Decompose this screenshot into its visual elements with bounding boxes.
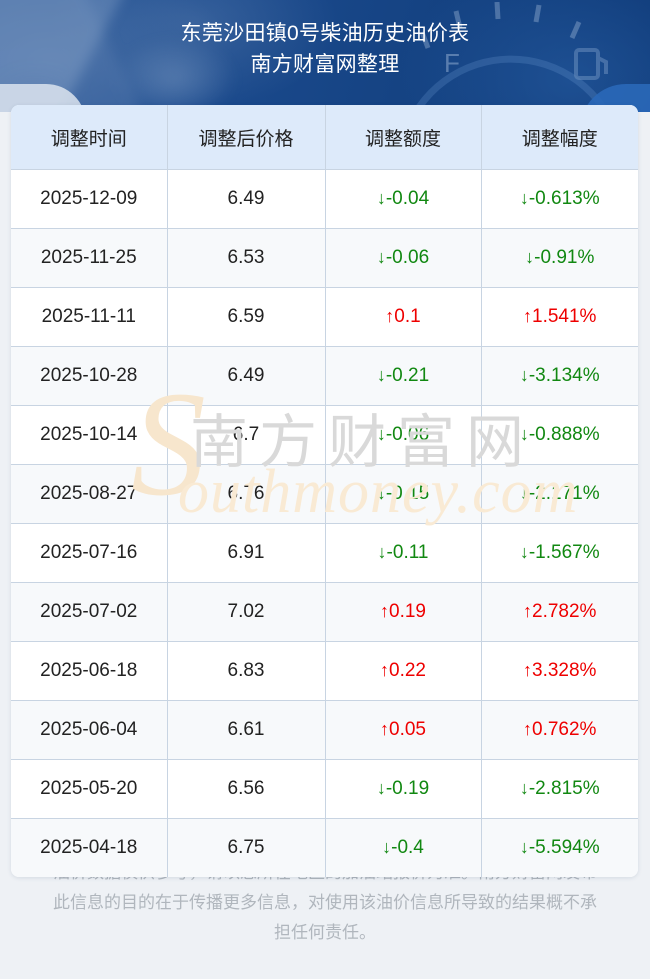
cell-percent: ↓-0.888% xyxy=(481,405,638,465)
arrow-down-icon: ↓ xyxy=(519,365,529,385)
table-header: 调整时间 调整后价格 调整额度 调整幅度 xyxy=(11,105,638,170)
banner-background xyxy=(0,0,650,112)
arrow-down-icon: ↓ xyxy=(376,483,386,503)
arrow-down-icon: ↓ xyxy=(525,247,535,267)
arrow-up-icon: ↑ xyxy=(523,660,533,680)
cell-date: 2025-06-18 xyxy=(11,641,168,701)
column-header-percent: 调整幅度 xyxy=(481,105,638,170)
page-title: 东莞沙田镇0号柴油历史油价表 xyxy=(180,22,470,45)
cell-price: 6.61 xyxy=(167,700,326,760)
cell-price: 6.83 xyxy=(167,641,326,701)
arrow-down-icon: ↓ xyxy=(519,542,529,562)
arrow-down-icon: ↓ xyxy=(382,837,392,857)
page-subtitle: 南方财富网整理 xyxy=(250,53,400,76)
cell-amount: ↓-0.4 xyxy=(325,818,482,877)
cell-percent: ↓-1.567% xyxy=(481,523,638,583)
table-row: 2025-06-04 6.61 ↑0.05 ↑0.762% xyxy=(11,700,638,760)
cell-amount: ↓-0.21 xyxy=(325,346,482,406)
cell-percent: ↓-2.171% xyxy=(481,464,638,524)
table-row: 2025-10-28 6.49 ↓-0.21 ↓-3.134% xyxy=(11,346,638,406)
oil-price-history-table: 调整时间 调整后价格 调整额度 调整幅度 2025-12-09 6.49 ↓-0.0… xyxy=(11,105,638,877)
cell-price: 6.56 xyxy=(167,759,326,819)
column-header-date: 调整时间 xyxy=(11,105,168,170)
arrow-up-icon: ↑ xyxy=(523,719,533,739)
arrow-down-icon: ↓ xyxy=(519,424,529,444)
column-header-amount: 调整额度 xyxy=(325,105,482,170)
cell-amount: ↓-0.04 xyxy=(325,169,482,229)
svg-text:F: F xyxy=(444,48,460,78)
cell-amount: ↑0.05 xyxy=(325,700,482,760)
arrow-up-icon: ↑ xyxy=(380,601,389,621)
arrow-down-icon: ↓ xyxy=(376,365,386,385)
table-row: 2025-04-18 6.75 ↓-0.4 ↓-5.594% xyxy=(11,818,638,877)
arrow-down-icon: ↓ xyxy=(376,424,386,444)
cell-date: 2025-04-18 xyxy=(11,818,168,877)
cell-percent: ↑2.782% xyxy=(481,582,638,642)
cell-percent: ↓-0.91% xyxy=(481,228,638,288)
cell-price: 7.02 xyxy=(167,582,326,642)
cell-amount: ↑0.1 xyxy=(325,287,482,347)
column-header-price: 调整后价格 xyxy=(167,105,326,170)
arrow-down-icon: ↓ xyxy=(376,188,386,208)
cell-percent: ↓-3.134% xyxy=(481,346,638,406)
table-row: 2025-08-27 6.76 ↓-0.15 ↓-2.171% xyxy=(11,464,638,524)
arrow-up-icon: ↑ xyxy=(380,719,389,739)
cell-price: 6.49 xyxy=(167,346,326,406)
cell-price: 6.53 xyxy=(167,228,326,288)
cell-amount: ↓-0.11 xyxy=(325,523,482,583)
arrow-down-icon: ↓ xyxy=(377,542,387,562)
cell-amount: ↓-0.06 xyxy=(325,405,482,465)
table-row: 2025-10-14 6.7 ↓-0.06 ↓-0.888% xyxy=(11,405,638,465)
cell-date: 2025-05-20 xyxy=(11,759,168,819)
cell-percent: ↑1.541% xyxy=(481,287,638,347)
price-table-card: 调整时间 调整后价格 调整额度 调整幅度 2025-12-09 6.49 ↓-0.0… xyxy=(11,105,638,877)
page-header-banner: F 东莞沙田镇0号柴油历史油价表 南方财富网整理 xyxy=(0,0,650,112)
table-row: 2025-06-18 6.83 ↑0.22 ↑3.328% xyxy=(11,641,638,701)
arrow-down-icon: ↓ xyxy=(519,837,529,857)
table-row: 2025-12-09 6.49 ↓-0.04 ↓-0.613% xyxy=(11,169,638,229)
cell-percent: ↓-2.815% xyxy=(481,759,638,819)
cell-date: 2025-12-09 xyxy=(11,169,168,229)
arrow-down-icon: ↓ xyxy=(376,247,386,267)
arrow-up-icon: ↑ xyxy=(523,601,533,621)
arrow-up-icon: ↑ xyxy=(380,660,389,680)
table-row: 2025-11-25 6.53 ↓-0.06 ↓-0.91% xyxy=(11,228,638,288)
table-row: 2025-05-20 6.56 ↓-0.19 ↓-2.815% xyxy=(11,759,638,819)
cell-percent: ↓-0.613% xyxy=(481,169,638,229)
arrow-down-icon: ↓ xyxy=(519,778,529,798)
cell-date: 2025-06-04 xyxy=(11,700,168,760)
cell-date: 2025-08-27 xyxy=(11,464,168,524)
cell-percent: ↑0.762% xyxy=(481,700,638,760)
arrow-down-icon: ↓ xyxy=(376,778,386,798)
cell-amount: ↓-0.06 xyxy=(325,228,482,288)
banner-text-block: 东莞沙田镇0号柴油历史油价表 南方财富网整理 xyxy=(0,0,650,80)
cell-amount: ↓-0.19 xyxy=(325,759,482,819)
table-row: 2025-07-16 6.91 ↓-0.11 ↓-1.567% xyxy=(11,523,638,583)
cell-date: 2025-10-14 xyxy=(11,405,168,465)
cell-date: 2025-11-11 xyxy=(11,287,168,347)
cell-date: 2025-10-28 xyxy=(11,346,168,406)
cell-amount: ↑0.22 xyxy=(325,641,482,701)
cell-amount: ↓-0.15 xyxy=(325,464,482,524)
arrow-down-icon: ↓ xyxy=(519,188,529,208)
arrow-up-icon: ↑ xyxy=(385,306,395,326)
arrow-down-icon: ↓ xyxy=(519,483,529,503)
table-row: 2025-11-11 6.59 ↑0.1 ↑1.541% xyxy=(11,287,638,347)
cell-price: 6.49 xyxy=(167,169,326,229)
table-row: 2025-07-02 7.02 ↑0.19 ↑2.782% xyxy=(11,582,638,642)
cell-price: 6.7 xyxy=(167,405,326,465)
cell-percent: ↓-5.594% xyxy=(519,837,600,858)
cell-price: 6.59 xyxy=(167,287,326,347)
cell-date: 2025-11-25 xyxy=(11,228,168,288)
cell-price: 6.91 xyxy=(167,523,326,583)
table-body: 2025-12-09 6.49 ↓-0.04 ↓-0.613% 2025-11-25 6.… xyxy=(11,169,638,877)
cell-price: 6.76 xyxy=(167,464,326,524)
cell-percent: ↑3.328% xyxy=(481,641,638,701)
cell-price: 6.75 xyxy=(167,818,326,877)
cell-date: 2025-07-16 xyxy=(11,523,168,583)
cell-date: 2025-07-02 xyxy=(11,582,168,642)
arrow-up-icon: ↑ xyxy=(523,306,533,326)
table-header-row: 调整时间 调整后价格 调整额度 调整幅度 xyxy=(11,105,638,170)
cell-amount: ↑0.19 xyxy=(325,582,482,642)
